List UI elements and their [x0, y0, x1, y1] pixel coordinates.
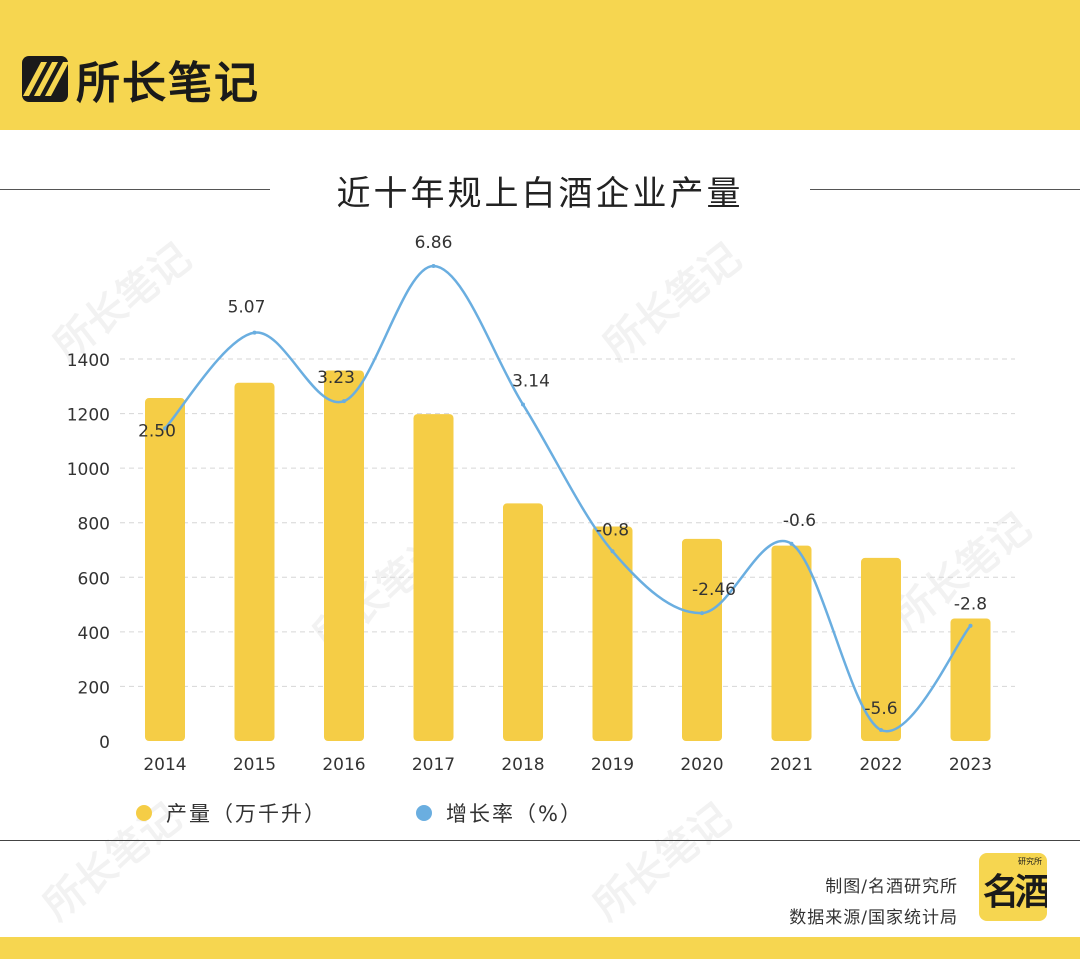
growth-rate-point [879, 728, 883, 732]
legend-line-swatch [416, 805, 432, 821]
growth-rate-label: -0.8 [596, 520, 629, 540]
x-tick-label: 2019 [591, 755, 634, 775]
growth-rate-label: 5.07 [228, 298, 266, 318]
growth-rate-label: -2.46 [692, 580, 736, 600]
credit-made-by: 制图/名酒研究所 [825, 877, 958, 897]
growth-rate-point [252, 330, 257, 335]
bar [592, 526, 633, 741]
bar [324, 370, 364, 741]
bar [950, 618, 991, 741]
y-tick-label: 0 [99, 733, 110, 753]
credit-source: 数据来源/国家统计局 [789, 908, 958, 928]
legend-bar: 产量（万千升） [136, 797, 327, 829]
chart-title: 近十年规上白酒企业产量 [336, 174, 744, 214]
bar [682, 538, 722, 741]
bar [771, 545, 812, 741]
brand-logo: 所长笔记 [22, 52, 260, 109]
bar [861, 557, 901, 741]
header-band [0, 0, 1080, 130]
legend-bar-swatch [136, 805, 152, 821]
x-tick-label: 2017 [412, 755, 455, 775]
growth-rate-line [164, 264, 972, 733]
y-tick-label: 600 [78, 569, 110, 589]
bar [234, 382, 275, 741]
x-tick-label: 2021 [770, 755, 813, 775]
x-tick-label: 2023 [949, 755, 992, 775]
bar [413, 414, 454, 741]
growth-rate-point [789, 541, 794, 546]
x-tick-label: 2015 [233, 755, 276, 775]
growth-rate-point [521, 402, 525, 407]
growth-rate-label: -5.6 [864, 699, 897, 719]
growth-rate-label: 3.14 [512, 372, 550, 392]
growth-rate-point [700, 611, 704, 616]
footer-band [0, 937, 1080, 959]
bar [145, 398, 185, 741]
title-rule-left [0, 189, 270, 190]
growth-rate-label: 2.50 [138, 421, 176, 441]
growth-rate-point [163, 426, 167, 431]
growth-rate-point [431, 264, 436, 268]
y-tick-label: 1400 [67, 351, 110, 371]
legend-bar-label: 产量（万千升） [166, 802, 327, 826]
chart-plot: 0 200 400 600 800 1000 1200 1400 2014 2015 2016 201… [67, 233, 1015, 775]
growth-rate-point [968, 623, 973, 628]
growth-rate-label: -0.6 [783, 511, 816, 531]
legend-line: 增长率（%） [416, 797, 583, 829]
badge-main-text: 名酒 [983, 872, 1047, 913]
badge-small-text: 研究所 [1018, 857, 1042, 866]
legend-line-label: 增长率（%） [446, 802, 583, 826]
x-tick-label: 2022 [859, 755, 902, 775]
growth-rate-label: 6.86 [415, 233, 453, 253]
x-tick-label: 2018 [501, 755, 544, 775]
y-tick-label: 1200 [67, 406, 110, 426]
x-tick-label: 2020 [680, 755, 723, 775]
y-tick-label: 400 [78, 624, 110, 644]
logo-mark-icon [22, 56, 70, 102]
title-rule-right [810, 189, 1080, 190]
footer-divider [0, 840, 1080, 841]
watermark: 所长笔记 [585, 794, 740, 930]
y-tick-label: 200 [78, 678, 110, 698]
publisher-badge: 研究所 名酒 [979, 853, 1047, 921]
y-tick-label: 1000 [67, 460, 110, 480]
x-tick-label: 2016 [322, 755, 365, 775]
x-tick-label: 2014 [143, 755, 186, 775]
growth-rate-label: 3.23 [317, 368, 355, 388]
bar [503, 503, 543, 741]
growth-rate-point [342, 399, 346, 404]
brand-name: 所长笔记 [76, 58, 260, 109]
growth-rate-label: -2.8 [954, 595, 987, 615]
growth-rate-point [610, 549, 615, 554]
y-tick-label: 800 [78, 515, 110, 535]
